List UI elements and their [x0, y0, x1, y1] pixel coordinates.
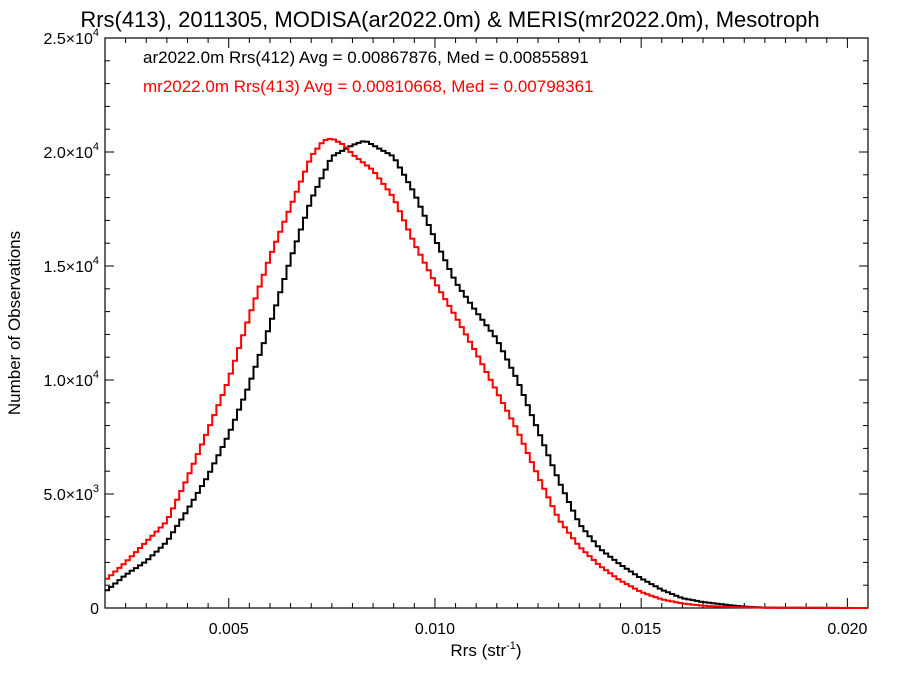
x-tick-label: 0.005 [209, 621, 249, 638]
series-line-0 [105, 140, 868, 609]
x-tick-label: 0.020 [827, 621, 867, 638]
legend: ar2022.0m Rrs(412) Avg = 0.00867876, Med… [143, 48, 594, 96]
x-axis-label-superscript: -1 [506, 640, 516, 652]
plot-frame [104, 37, 869, 609]
x-tick-label: 0.015 [621, 621, 661, 638]
y-tick-label: 2.5×104 [43, 27, 99, 48]
y-axis: 0 5.0×103 1.0×104 1.5×104 2.0×104 2.5×104 [43, 27, 868, 618]
x-axis: 0.005 0.010 0.015 0.020 [104, 38, 869, 638]
chart-title: Rrs(413), 2011305, MODISA(ar2022.0m) & M… [80, 7, 819, 32]
y-tick-label: 1.0×104 [43, 369, 99, 390]
series-lines [105, 137, 868, 609]
y-tick-label: 2.0×104 [43, 141, 99, 162]
y-tick-label: 5.0×103 [43, 483, 99, 504]
x-tick-label: 0.010 [415, 621, 455, 638]
legend-entry-ar2022: ar2022.0m Rrs(412) Avg = 0.00867876, Med… [143, 48, 589, 67]
x-axis-label: Rrs (str-1) [450, 640, 521, 660]
legend-entry-mr2022: mr2022.0m Rrs(413) Avg = 0.00810668, Med… [143, 77, 594, 96]
y-axis-label: Number of Observations [5, 231, 24, 415]
y-tick-label: 1.5×104 [43, 255, 99, 276]
series-line-1 [105, 137, 868, 609]
y-tick-label: 0 [90, 601, 99, 618]
